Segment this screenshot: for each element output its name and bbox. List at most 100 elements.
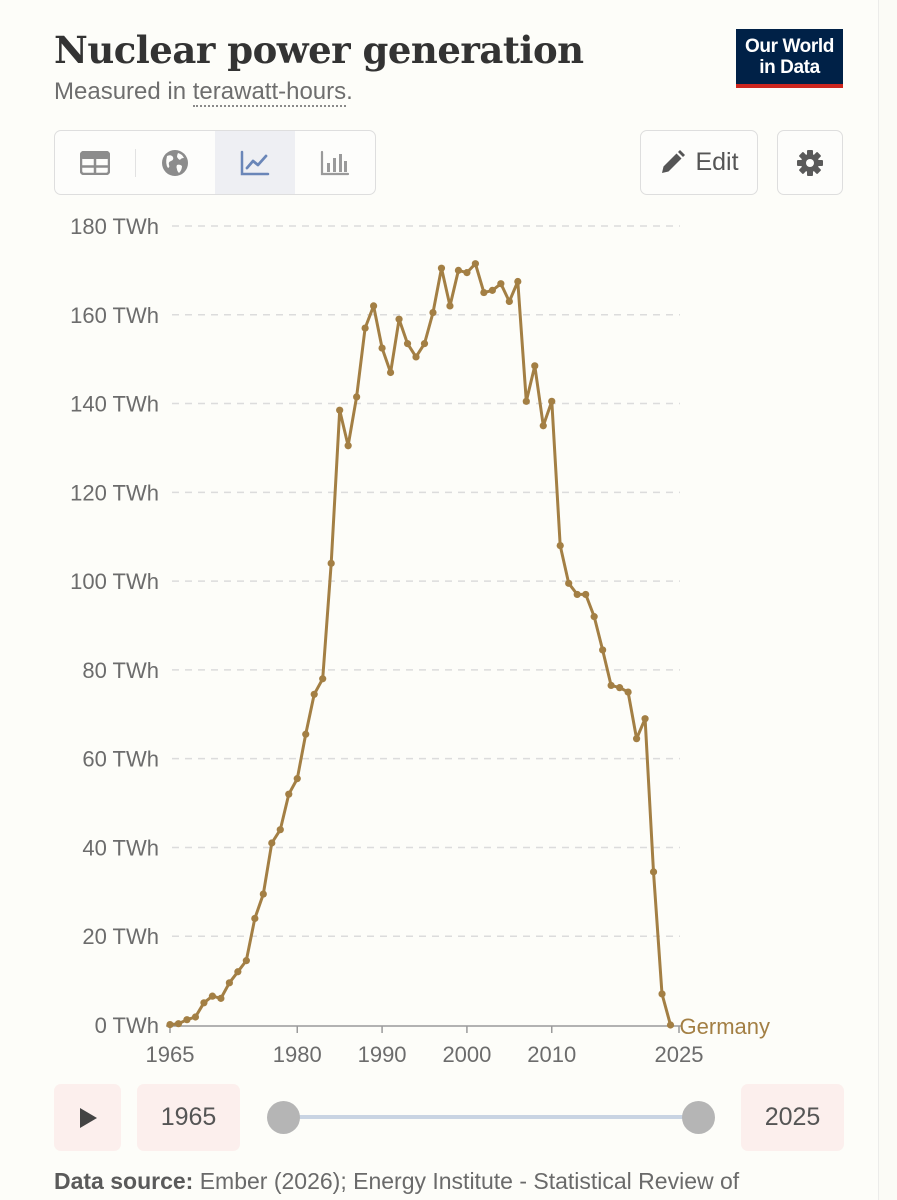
data-point bbox=[599, 646, 607, 654]
data-point bbox=[251, 914, 259, 923]
data-point bbox=[590, 613, 598, 621]
data-point bbox=[429, 308, 437, 317]
data-point bbox=[497, 280, 505, 288]
edit-button[interactable]: Edit bbox=[640, 130, 758, 195]
data-point bbox=[208, 992, 217, 1000]
data-point bbox=[276, 826, 284, 834]
data-point bbox=[353, 393, 361, 401]
data-point bbox=[488, 286, 496, 294]
tab-line-chart[interactable] bbox=[215, 131, 295, 194]
y-tick-label: 120 TWh bbox=[70, 480, 159, 505]
data-point bbox=[361, 324, 369, 332]
globe-icon bbox=[162, 149, 188, 176]
data-point bbox=[454, 266, 463, 274]
data-point bbox=[632, 735, 641, 743]
chart-card: Nuclear power generation Measured in ter… bbox=[54, 0, 879, 1200]
data-point bbox=[437, 264, 446, 272]
data-point bbox=[607, 681, 615, 690]
x-axis: 1965 1980 1990 2000 2010 2025 bbox=[146, 1025, 704, 1067]
data-point bbox=[616, 684, 624, 692]
series-line bbox=[169, 262, 672, 1027]
data-point bbox=[403, 340, 412, 348]
data-point bbox=[556, 542, 564, 550]
gear-icon bbox=[797, 149, 823, 176]
data-point bbox=[582, 590, 590, 599]
data-point bbox=[412, 353, 420, 361]
table-icon bbox=[80, 150, 110, 175]
tab-bar-chart[interactable] bbox=[295, 131, 375, 194]
data-point bbox=[319, 675, 327, 683]
x-tick-label: 1990 bbox=[358, 1042, 407, 1067]
y-tick-label: 160 TWh bbox=[70, 303, 159, 328]
chart-title: Nuclear power generation bbox=[54, 28, 584, 72]
logo-line-2: in Data bbox=[759, 57, 820, 78]
subtitle-suffix: . bbox=[346, 78, 353, 105]
data-point bbox=[666, 1021, 675, 1029]
data-point bbox=[285, 790, 293, 798]
data-point bbox=[200, 999, 208, 1007]
data-point bbox=[531, 362, 539, 370]
data-point bbox=[446, 302, 454, 310]
data-point bbox=[480, 288, 488, 297]
view-tabs bbox=[54, 130, 376, 195]
tab-table[interactable] bbox=[55, 131, 135, 194]
data-point bbox=[573, 590, 581, 599]
grid-lines bbox=[172, 225, 680, 937]
line-chart-icon bbox=[240, 150, 270, 175]
pencil-icon bbox=[662, 149, 686, 173]
timeline-end-year[interactable]: 2025 bbox=[741, 1084, 844, 1151]
data-point bbox=[514, 277, 522, 286]
edit-label: Edit bbox=[695, 148, 739, 176]
data-point bbox=[641, 715, 649, 723]
subtitle-prefix: Measured in bbox=[54, 78, 193, 105]
data-point bbox=[386, 368, 395, 377]
data-point bbox=[293, 775, 301, 783]
data-point bbox=[370, 302, 378, 310]
timeline-start-handle[interactable] bbox=[267, 1101, 300, 1134]
data-point bbox=[649, 868, 658, 876]
y-tick-label: 140 TWh bbox=[70, 392, 159, 417]
series-end-label: Germany bbox=[680, 1014, 770, 1039]
data-point bbox=[166, 1020, 174, 1029]
unit-link[interactable]: terawatt-hours bbox=[192, 78, 347, 107]
data-point bbox=[624, 688, 632, 696]
data-point bbox=[234, 968, 242, 976]
timeline-start-year[interactable]: 1965 bbox=[137, 1084, 240, 1151]
source-label: Data source: bbox=[54, 1168, 194, 1194]
data-point bbox=[344, 442, 352, 450]
timeline-slider-track[interactable] bbox=[283, 1115, 699, 1119]
y-tick-label: 40 TWh bbox=[82, 835, 159, 860]
data-point bbox=[463, 269, 471, 277]
series-germany: Germany bbox=[166, 260, 770, 1039]
settings-button[interactable] bbox=[777, 130, 843, 195]
data-point bbox=[420, 340, 429, 348]
data-point bbox=[302, 730, 310, 738]
bar-chart-icon bbox=[320, 150, 350, 175]
chart-subtitle: Measured in terawatt-hours. bbox=[54, 78, 353, 107]
data-point bbox=[658, 990, 666, 998]
data-source: Data source: Ember (2026); Energy Instit… bbox=[54, 1168, 739, 1195]
source-text: Ember (2026); Energy Institute - Statist… bbox=[193, 1168, 740, 1194]
timeline-end-handle[interactable] bbox=[682, 1101, 715, 1134]
data-point bbox=[327, 559, 335, 567]
x-tick-label: 1980 bbox=[273, 1042, 322, 1067]
data-point bbox=[310, 690, 318, 698]
tab-map[interactable] bbox=[135, 131, 215, 194]
y-tick-label: 20 TWh bbox=[82, 924, 159, 949]
x-tick-label: 2000 bbox=[442, 1042, 491, 1067]
play-button[interactable] bbox=[54, 1084, 121, 1151]
y-tick-label: 100 TWh bbox=[70, 569, 159, 594]
data-point bbox=[505, 297, 513, 306]
data-point bbox=[259, 890, 267, 898]
data-point bbox=[217, 994, 225, 1002]
owid-logo[interactable]: Our World in Data bbox=[736, 29, 843, 88]
line-chart: 0 TWh 20 TWh 40 TWh 60 TWh 80 TWh 100 TWh 120 … bbox=[70, 214, 770, 1067]
data-point bbox=[336, 406, 344, 414]
x-tick-label: 2025 bbox=[655, 1042, 704, 1067]
y-axis: 0 TWh 20 TWh 40 TWh 60 TWh 80 TWh 100 TWh 120 … bbox=[70, 214, 159, 1038]
data-point bbox=[378, 344, 386, 352]
data-point bbox=[395, 315, 403, 323]
play-icon bbox=[79, 1107, 97, 1128]
data-point bbox=[242, 957, 250, 965]
data-point bbox=[225, 979, 233, 987]
